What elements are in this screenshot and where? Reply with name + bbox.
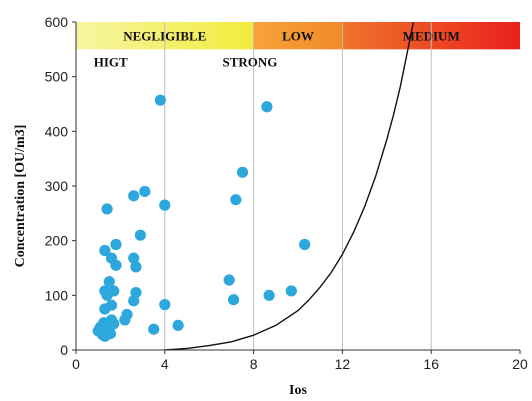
y-tick-label: 300 [45, 178, 69, 194]
data-point [263, 289, 275, 301]
data-point [236, 166, 249, 178]
y-tick-label: 200 [45, 233, 69, 249]
data-point [139, 185, 151, 198]
y-axis-label: Concentration [OU/m3] [13, 125, 28, 268]
labels: Ios Concentration [OU/m3] HIGT STRONG [13, 54, 307, 398]
data-point [261, 101, 273, 113]
tick-labels: 0 100 200 300 400 500 600 0 4 8 12 16 20 [45, 14, 528, 372]
annotation-strong: STRONG [223, 54, 278, 69]
data-point [299, 238, 311, 251]
y-tick-label: 500 [45, 69, 69, 85]
data-point [108, 285, 120, 297]
data-point [108, 318, 120, 330]
threshold-curve [164, 22, 415, 350]
data-point [130, 287, 142, 299]
data-point [159, 199, 171, 211]
data-point [223, 274, 235, 286]
data-point [228, 294, 240, 306]
data-point [130, 261, 142, 273]
data-point [105, 252, 118, 264]
data-point [121, 308, 133, 321]
axes [75, 22, 520, 351]
y-tick-label: 0 [60, 342, 68, 358]
risk-bands: NEGLIGIBLE LOW MEDIUM [76, 22, 520, 50]
x-tick-label: 8 [250, 356, 258, 372]
data-point [134, 229, 146, 241]
data-point [159, 299, 171, 311]
data-point [99, 244, 111, 257]
band-low [253, 22, 343, 50]
data-point [128, 252, 140, 264]
x-tick-label: 4 [161, 356, 169, 372]
x-tick-label: 20 [512, 356, 528, 372]
annotation-higt: HIGT [94, 54, 128, 69]
x-tick-label: 12 [335, 356, 351, 372]
y-tick-label: 600 [45, 14, 69, 30]
x-tick-label: 16 [423, 356, 439, 372]
data-point [154, 94, 166, 106]
data-point [103, 276, 115, 288]
data-point [285, 285, 297, 297]
gridlines [164, 22, 432, 350]
data-point [110, 238, 122, 251]
x-tick-label: 0 [72, 356, 80, 372]
data-point [104, 328, 117, 340]
data-point [105, 299, 118, 311]
y-tick-label: 400 [45, 123, 69, 139]
data-point [172, 319, 184, 331]
data-point [128, 190, 140, 202]
data-point [101, 203, 113, 215]
data-point [230, 194, 242, 206]
threshold-curve-layer [164, 22, 415, 350]
data-point [148, 323, 160, 335]
band-label-low: LOW [282, 29, 314, 44]
x-axis-label: Ios [289, 383, 307, 398]
data-point [99, 285, 111, 297]
scatter-points [92, 94, 311, 342]
y-tick-label: 100 [45, 287, 69, 303]
